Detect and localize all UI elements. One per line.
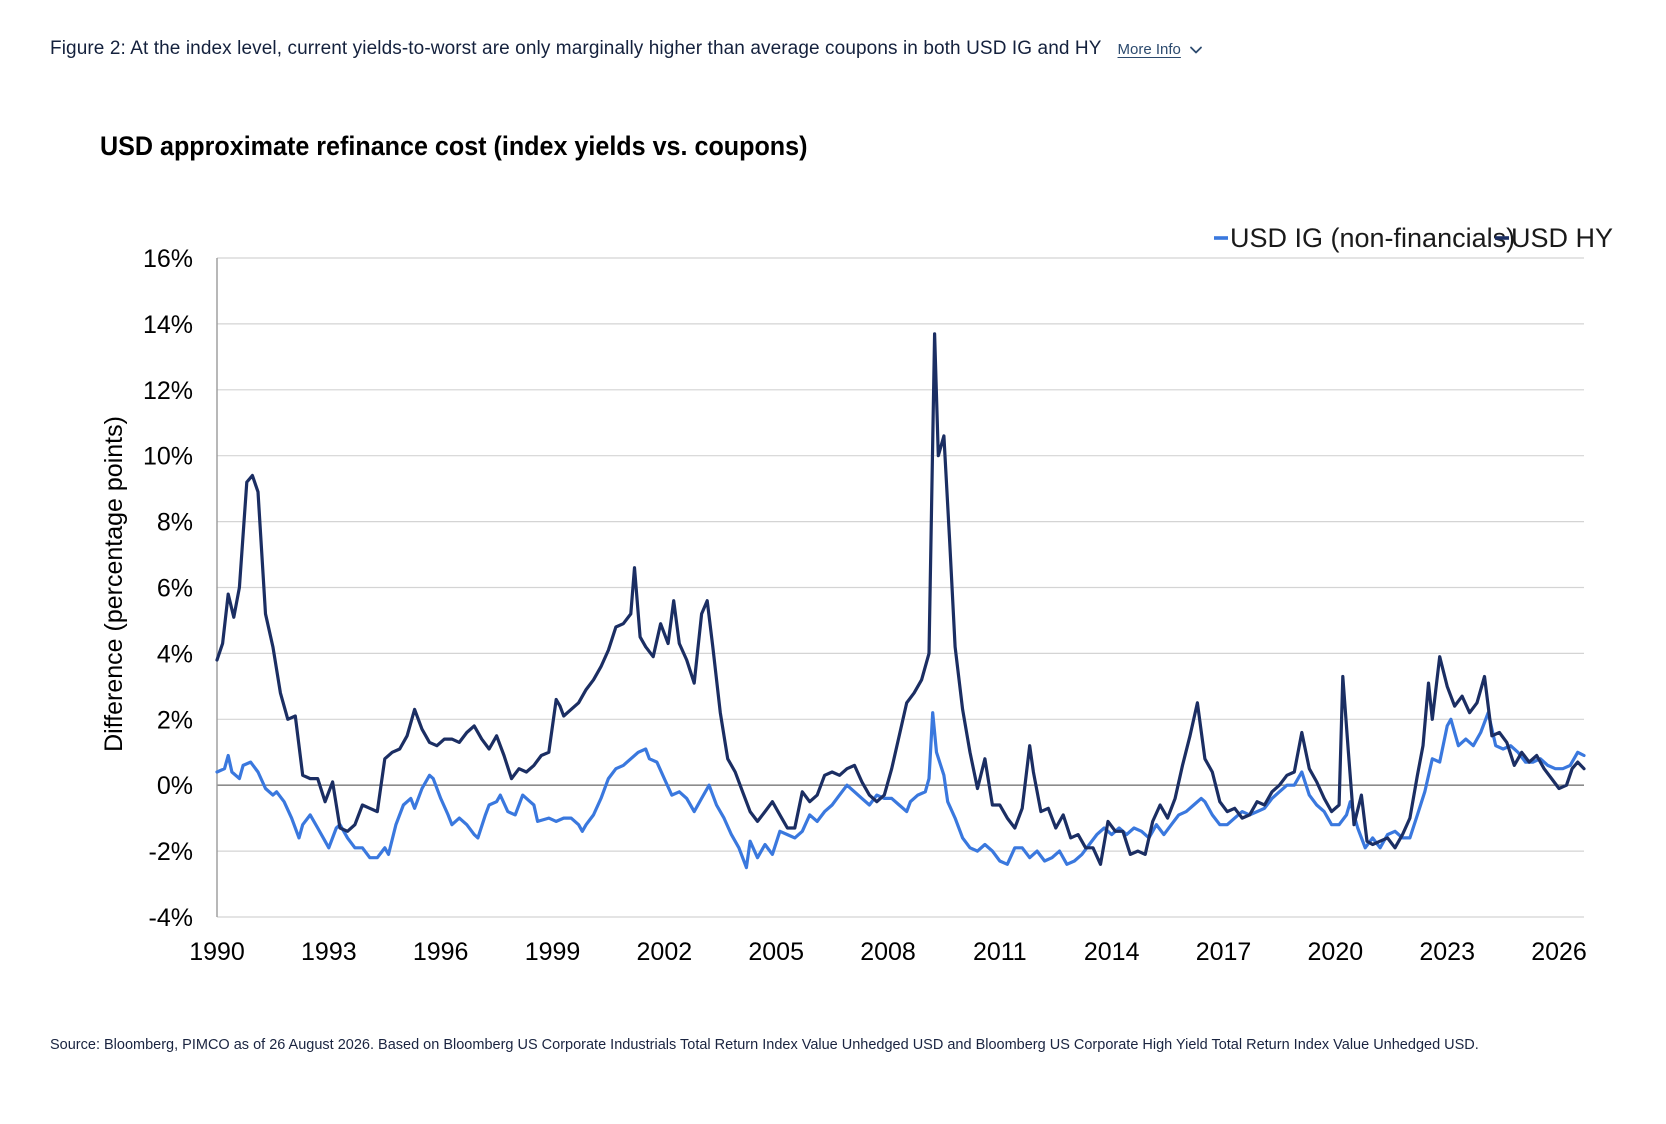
- y-tick-label: 2%: [157, 706, 193, 734]
- y-tick-label: -4%: [149, 904, 193, 932]
- legend-item-usd-hy-label: USD HY: [1511, 223, 1613, 253]
- figure-caption: Figure 2: At the index level, current yi…: [50, 38, 1102, 59]
- y-tick-label: 14%: [143, 311, 193, 339]
- y-tick-label: 8%: [157, 509, 193, 537]
- x-tick-label: 2005: [748, 938, 804, 966]
- chart: -4% -2% 0% 2% 4% 6% 8% 10% 12% 14% 16% 1990 1993 1996…: [100, 223, 1613, 966]
- x-tick-label: 2026: [1531, 938, 1587, 966]
- x-tick-label: 1993: [301, 938, 357, 966]
- x-tick-label: 1990: [189, 938, 245, 966]
- x-tick-label: 2011: [973, 938, 1027, 966]
- y-tick-label: 0%: [157, 772, 193, 800]
- x-tick-label: 1996: [413, 938, 469, 966]
- legend: USD IG (non-financials)USD HY: [1214, 223, 1613, 253]
- y-axis-title: Difference (percentage points): [100, 416, 128, 752]
- gridlines: [217, 257, 1584, 918]
- y-tick-label: -2%: [149, 838, 193, 866]
- axes: -4% -2% 0% 2% 4% 6% 8% 10% 12% 14% 16% 1990 1993 1996…: [143, 245, 1587, 966]
- chevron-down-icon[interactable]: [1189, 43, 1203, 57]
- more-info-label[interactable]: More Info: [1117, 41, 1181, 58]
- y-tick-label: 6%: [157, 575, 193, 603]
- more-info-toggle[interactable]: More Info: [1118, 41, 1203, 58]
- x-tick-label: 2023: [1419, 938, 1475, 966]
- y-tick-label: 16%: [143, 245, 193, 273]
- x-tick-label: 2008: [860, 938, 916, 966]
- series-line-usd-hy: [215, 332, 1586, 866]
- y-tick-label: 12%: [143, 377, 193, 405]
- x-tick-label: 2002: [637, 938, 693, 966]
- x-tick-label: 2014: [1084, 938, 1140, 966]
- chart-title: USD approximate refinance cost (index yi…: [100, 131, 808, 161]
- x-tick-label: 1999: [525, 938, 581, 966]
- x-tick-label: 2020: [1308, 938, 1364, 966]
- y-tick-label: 10%: [143, 443, 193, 471]
- source-note: Source: Bloomberg, PIMCO as of 26 August…: [50, 1037, 1479, 1053]
- series-lines: [215, 332, 1586, 870]
- legend-item-usd-ig-label: USD IG (non-financials): [1230, 223, 1515, 253]
- x-tick-label: 2017: [1196, 938, 1252, 966]
- y-tick-label: 4%: [157, 640, 193, 668]
- figure-header: Figure 2: At the index level, current yi…: [50, 38, 1616, 66]
